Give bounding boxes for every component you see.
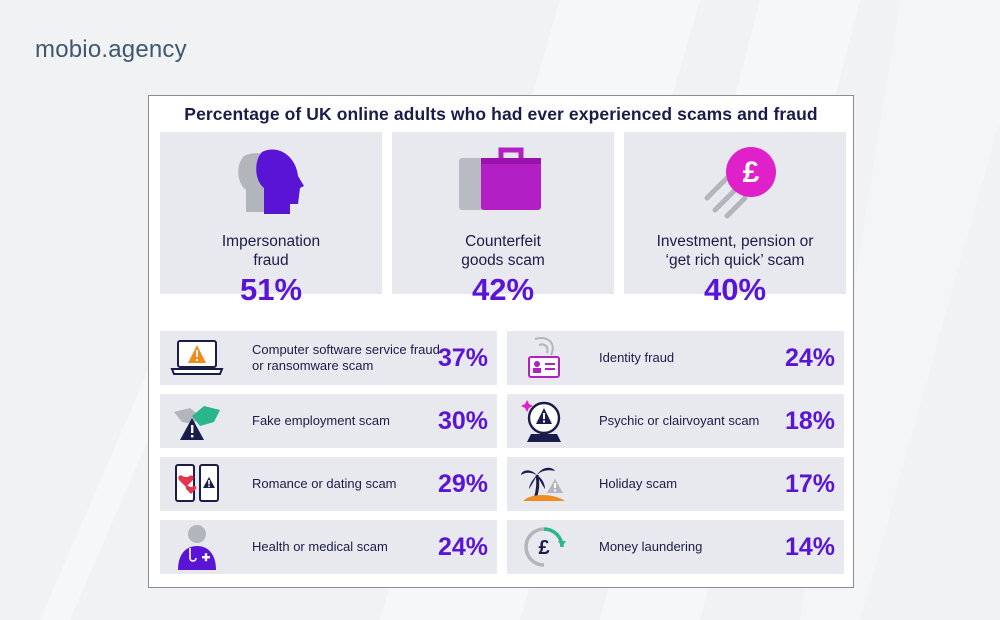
infographic-title: Percentage of UK online adults who had e…: [184, 104, 818, 124]
item-computer-software-fraud: Computer software service fraud or ranso…: [160, 331, 497, 385]
item-percent: 29%: [437, 470, 488, 498]
profile-heads-icon: [160, 144, 382, 226]
item-identity-fraud: Identity fraud 24%: [507, 331, 844, 385]
suitcase-icon: [392, 144, 614, 226]
svg-text:£: £: [743, 156, 760, 189]
item-label: Fake employment scam: [252, 413, 390, 428]
item-label: Computer software service fraud or ranso…: [252, 342, 440, 373]
item-label: Identity fraud: [599, 350, 675, 365]
item-money-laundering: £ Money laundering 14%: [507, 520, 844, 574]
card-impersonation-fraud: Impersonation fraud 51%: [160, 132, 382, 307]
card-counterfeit-goods: Counterfeit goods scam 42%: [392, 132, 614, 307]
card-label: Investment, pension or ‘get rich quick’ …: [656, 233, 814, 269]
card-percent: 51%: [239, 272, 303, 307]
item-label: Romance or dating scam: [252, 476, 397, 491]
handshake-warning-icon: [170, 398, 224, 444]
laptop-warning-icon: [170, 335, 224, 381]
pound-cycle-icon: £: [517, 524, 571, 570]
card-label: Counterfeit goods scam: [461, 233, 545, 269]
card-label: Impersonation fraud: [221, 233, 321, 269]
item-holiday-scam: Holiday scam 17%: [507, 457, 844, 511]
crystal-ball-icon: [517, 398, 571, 444]
doctor-icon: [170, 524, 224, 570]
item-psychic-scam: Psychic or clairvoyant scam 18%: [507, 394, 844, 448]
card-percent: 42%: [471, 272, 535, 307]
item-percent: 14%: [784, 533, 835, 561]
brand-logo-text[interactable]: mobio.agency: [35, 36, 187, 63]
infographic-card: Percentage of UK online adults who had e…: [148, 95, 854, 588]
item-label: Money laundering: [599, 539, 703, 554]
card-percent: 40%: [703, 272, 767, 307]
item-percent: 24%: [784, 344, 835, 372]
card-investment-scam: £ Investment, pension or ‘get rich quick…: [624, 132, 846, 307]
pound-coin-icon: £: [624, 144, 846, 226]
item-percent: 37%: [437, 344, 488, 372]
palm-island-icon: [517, 461, 571, 507]
item-percent: 30%: [437, 407, 488, 435]
item-label: Health or medical scam: [252, 539, 388, 554]
id-card-icon: [517, 335, 571, 381]
svg-text:£: £: [538, 537, 549, 559]
item-percent: 18%: [784, 407, 835, 435]
item-romance-scam: Romance or dating scam 29%: [160, 457, 497, 511]
item-percent: 24%: [437, 533, 488, 561]
item-label: Psychic or clairvoyant scam: [599, 413, 760, 428]
item-percent: 17%: [784, 470, 835, 498]
phones-hearts-icon: [170, 461, 224, 507]
item-label: Holiday scam: [599, 476, 678, 491]
item-fake-employment-scam: Fake employment scam 30%: [160, 394, 497, 448]
item-health-scam: Health or medical scam 24%: [160, 520, 497, 574]
